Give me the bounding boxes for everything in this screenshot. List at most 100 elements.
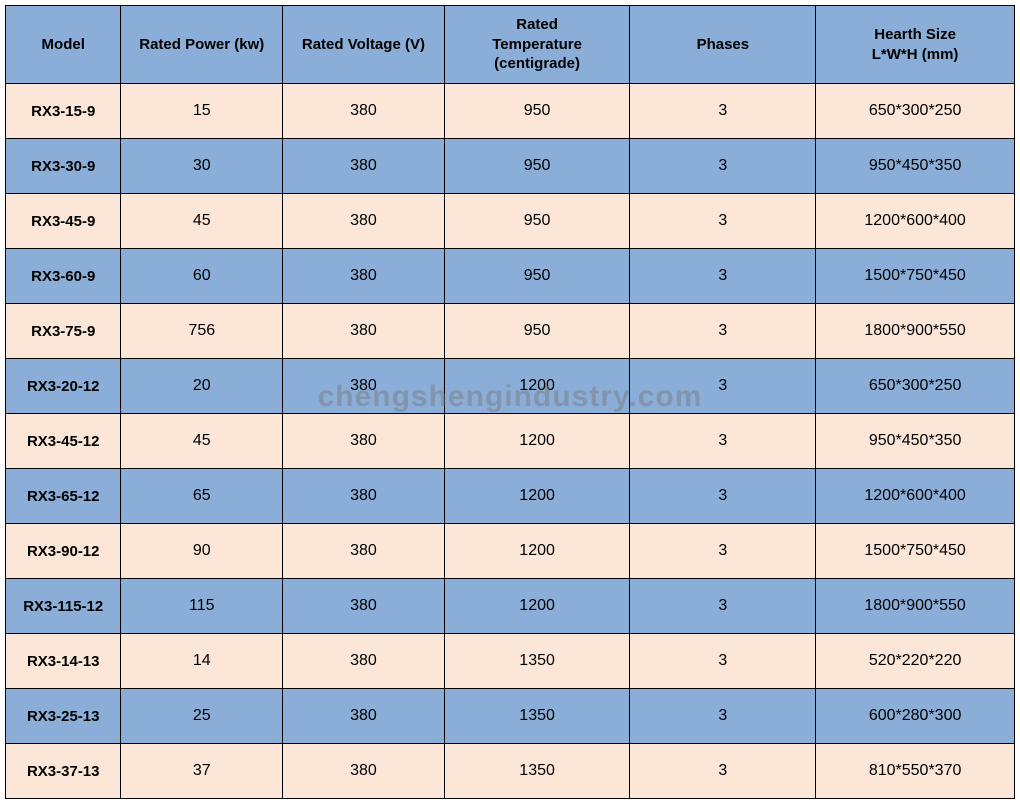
cell-temp: 1200 (444, 579, 630, 634)
table-row: RX3-65-1265380120031200*600*400 (6, 469, 1015, 524)
cell-temp: 1350 (444, 744, 630, 799)
cell-hearth: 520*220*220 (816, 634, 1015, 689)
cell-power: 60 (121, 249, 283, 304)
spec-table: Model Rated Power (kw) Rated Voltage (V)… (5, 5, 1015, 799)
cell-hearth: 1800*900*550 (816, 304, 1015, 359)
cell-hearth: 650*300*250 (816, 84, 1015, 139)
col-header-voltage: Rated Voltage (V) (283, 6, 445, 84)
cell-phase: 3 (630, 579, 816, 634)
cell-phase: 3 (630, 84, 816, 139)
col-header-hearth: Hearth SizeL*W*H (mm) (816, 6, 1015, 84)
cell-voltage: 380 (283, 744, 445, 799)
cell-model: RX3-14-13 (6, 634, 121, 689)
cell-voltage: 380 (283, 414, 445, 469)
cell-model: RX3-90-12 (6, 524, 121, 579)
cell-power: 90 (121, 524, 283, 579)
cell-voltage: 380 (283, 579, 445, 634)
cell-phase: 3 (630, 469, 816, 524)
cell-power: 65 (121, 469, 283, 524)
cell-temp: 1200 (444, 524, 630, 579)
cell-voltage: 380 (283, 359, 445, 414)
cell-voltage: 380 (283, 84, 445, 139)
table-row: RX3-115-12115380120031800*900*550 (6, 579, 1015, 634)
cell-voltage: 380 (283, 469, 445, 524)
cell-phase: 3 (630, 414, 816, 469)
col-header-model: Model (6, 6, 121, 84)
cell-temp: 950 (444, 304, 630, 359)
cell-voltage: 380 (283, 139, 445, 194)
cell-hearth: 1500*750*450 (816, 249, 1015, 304)
cell-power: 37 (121, 744, 283, 799)
cell-model: RX3-75-9 (6, 304, 121, 359)
cell-hearth: 950*450*350 (816, 139, 1015, 194)
cell-phase: 3 (630, 194, 816, 249)
cell-model: RX3-45-9 (6, 194, 121, 249)
cell-power: 15 (121, 84, 283, 139)
cell-temp: 1350 (444, 689, 630, 744)
cell-model: RX3-25-13 (6, 689, 121, 744)
cell-voltage: 380 (283, 524, 445, 579)
cell-hearth: 810*550*370 (816, 744, 1015, 799)
cell-model: RX3-30-9 (6, 139, 121, 194)
table-row: RX3-60-96038095031500*750*450 (6, 249, 1015, 304)
table-row: RX3-20-122038012003650*300*250 (6, 359, 1015, 414)
cell-power: 25 (121, 689, 283, 744)
cell-phase: 3 (630, 634, 816, 689)
cell-hearth: 1200*600*400 (816, 469, 1015, 524)
cell-voltage: 380 (283, 304, 445, 359)
table-row: RX3-37-133738013503810*550*370 (6, 744, 1015, 799)
cell-phase: 3 (630, 524, 816, 579)
cell-temp: 950 (444, 139, 630, 194)
table-row: RX3-30-9303809503950*450*350 (6, 139, 1015, 194)
cell-temp: 1200 (444, 469, 630, 524)
cell-phase: 3 (630, 139, 816, 194)
cell-voltage: 380 (283, 249, 445, 304)
cell-phase: 3 (630, 304, 816, 359)
cell-power: 30 (121, 139, 283, 194)
cell-power: 756 (121, 304, 283, 359)
cell-hearth: 600*280*300 (816, 689, 1015, 744)
table-body: RX3-15-9153809503650*300*250RX3-30-93038… (6, 84, 1015, 799)
cell-phase: 3 (630, 359, 816, 414)
cell-hearth: 1800*900*550 (816, 579, 1015, 634)
cell-model: RX3-60-9 (6, 249, 121, 304)
table-row: RX3-14-131438013503520*220*220 (6, 634, 1015, 689)
cell-temp: 1350 (444, 634, 630, 689)
cell-hearth: 650*300*250 (816, 359, 1015, 414)
cell-phase: 3 (630, 689, 816, 744)
cell-hearth: 1500*750*450 (816, 524, 1015, 579)
cell-power: 45 (121, 414, 283, 469)
table-row: RX3-75-975638095031800*900*550 (6, 304, 1015, 359)
col-header-phase: Phases (630, 6, 816, 84)
col-header-power: Rated Power (kw) (121, 6, 283, 84)
table-row: RX3-25-132538013503600*280*300 (6, 689, 1015, 744)
table-row: RX3-45-124538012003950*450*350 (6, 414, 1015, 469)
cell-model: RX3-45-12 (6, 414, 121, 469)
cell-temp: 950 (444, 249, 630, 304)
cell-temp: 950 (444, 194, 630, 249)
table-header-row: Model Rated Power (kw) Rated Voltage (V)… (6, 6, 1015, 84)
cell-voltage: 380 (283, 689, 445, 744)
cell-power: 20 (121, 359, 283, 414)
cell-power: 45 (121, 194, 283, 249)
cell-model: RX3-15-9 (6, 84, 121, 139)
cell-model: RX3-115-12 (6, 579, 121, 634)
cell-temp: 1200 (444, 359, 630, 414)
table-row: RX3-90-1290380120031500*750*450 (6, 524, 1015, 579)
cell-model: RX3-20-12 (6, 359, 121, 414)
cell-model: RX3-65-12 (6, 469, 121, 524)
cell-voltage: 380 (283, 634, 445, 689)
table-row: RX3-15-9153809503650*300*250 (6, 84, 1015, 139)
cell-hearth: 950*450*350 (816, 414, 1015, 469)
cell-phase: 3 (630, 249, 816, 304)
cell-power: 115 (121, 579, 283, 634)
col-header-temp: RatedTemperature(centigrade) (444, 6, 630, 84)
cell-voltage: 380 (283, 194, 445, 249)
cell-power: 14 (121, 634, 283, 689)
cell-phase: 3 (630, 744, 816, 799)
table-row: RX3-45-94538095031200*600*400 (6, 194, 1015, 249)
cell-model: RX3-37-13 (6, 744, 121, 799)
cell-temp: 1200 (444, 414, 630, 469)
cell-hearth: 1200*600*400 (816, 194, 1015, 249)
cell-temp: 950 (444, 84, 630, 139)
